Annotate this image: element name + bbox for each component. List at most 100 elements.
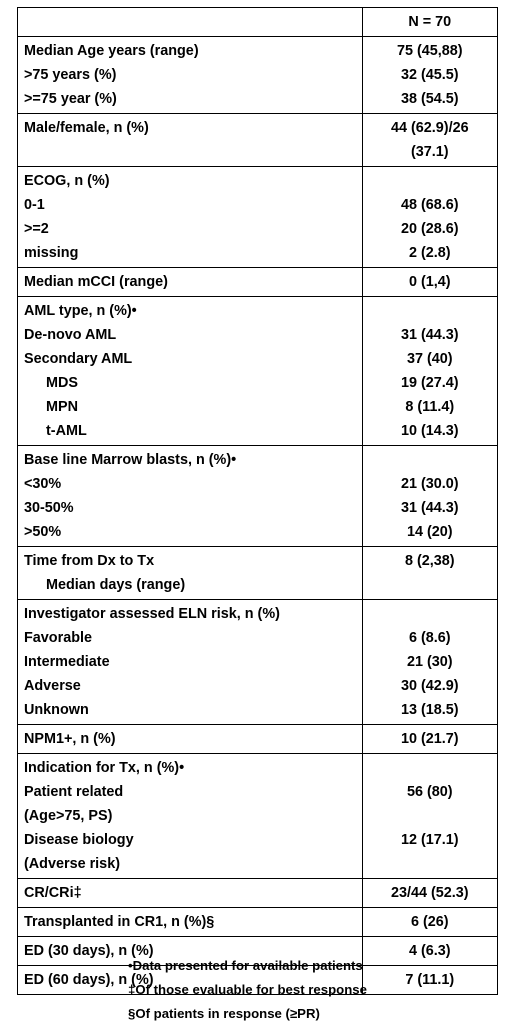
row-label: CR/CRi‡: [24, 885, 82, 901]
row-value: 44 (62.9)/26: [390, 120, 469, 136]
table-row: Investigator assessed ELN risk, n (%) Fav…: [17, 599, 499, 725]
row-value: [369, 299, 491, 323]
row-label: Favorable: [24, 630, 92, 646]
header-value-cell: N = 70: [361, 7, 499, 37]
row-value: [369, 573, 491, 597]
value-cell: 23/44 (52.3): [361, 878, 499, 908]
row-label: Median Age years (range): [24, 43, 199, 59]
row-value: 10 (14.3): [400, 423, 459, 439]
row-value: 37 (40): [406, 351, 453, 367]
row-label: t-AML: [46, 423, 87, 439]
table-row: AML type, n (%)• De-novo AML Secondary AML…: [17, 296, 499, 446]
row-value: [369, 602, 491, 626]
row-label: >=75 year (%): [24, 91, 117, 107]
row-value: 32 (45.5): [400, 67, 459, 83]
row-value: 75 (45,88): [396, 43, 463, 59]
row-value: 21 (30): [406, 654, 453, 670]
row-value: 8 (2,38): [404, 553, 455, 569]
label-cell: Base line Marrow blasts, n (%)• <30% 30-50…: [17, 445, 363, 547]
table-body: N = 70 Median Age years (range) >75 years…: [17, 7, 499, 995]
row-value: (37.1): [411, 144, 449, 160]
value-cell: 0 (1,4): [361, 267, 499, 297]
row-label: Time from Dx to Tx: [24, 553, 155, 569]
row-label: Indication for Tx, n (%)•: [24, 760, 185, 776]
table-row: Transplanted in CR1, n (%)§ 6 (26): [17, 907, 499, 937]
header-label: [24, 10, 356, 34]
label-cell: Median mCCI (range): [17, 267, 363, 297]
table-row: Median mCCI (range) 0 (1,4): [17, 267, 499, 297]
row-label: Median mCCI (range): [24, 274, 168, 290]
row-value: 0 (1,4): [409, 274, 451, 290]
row-value: 12 (17.1): [400, 832, 459, 848]
footnote-available-patients: •Data presented for available patients: [128, 958, 363, 973]
table-row: Median Age years (range) >75 years (%) >=7…: [17, 36, 499, 114]
row-value: [369, 804, 491, 828]
label-cell: Time from Dx to Tx Median days (range): [17, 546, 363, 600]
row-value: 8 (11.4): [405, 399, 455, 415]
value-cell: 21 (30.0) 31 (44.3) 14 (20): [361, 445, 499, 547]
row-label: (Age>75, PS): [24, 808, 113, 824]
label-cell: Investigator assessed ELN risk, n (%) Fav…: [17, 599, 363, 725]
footnote-patients-in-response: §Of patients in response (≥PR): [128, 1006, 320, 1021]
label-cell: NPM1+, n (%): [17, 724, 363, 754]
row-label: ED (30 days), n (%): [24, 943, 154, 959]
value-cell: 8 (2,38): [361, 546, 499, 600]
row-value: 20 (28.6): [400, 221, 459, 237]
value-cell: 44 (62.9)/26 (37.1): [361, 113, 499, 167]
row-value: 21 (30.0): [400, 476, 459, 492]
row-label: Intermediate: [24, 654, 110, 670]
label-cell: ED (30 days), n (%): [17, 936, 363, 966]
row-value: 19 (27.4): [400, 375, 459, 391]
row-value: 31 (44.3): [400, 327, 459, 343]
table-row: ED (60 days), n (%) 7 (11.1): [17, 965, 499, 995]
row-value: 38 (54.5): [400, 91, 459, 107]
footnotes: •Data presented for available patients ‡…: [128, 954, 367, 1026]
row-label: [24, 140, 356, 164]
row-label: Disease biology: [24, 832, 134, 848]
patient-characteristics-table: N = 70 Median Age years (range) >75 years…: [17, 7, 499, 995]
value-cell: 6 (8.6) 21 (30) 30 (42.9) 13 (18.5): [361, 599, 499, 725]
label-cell: Median Age years (range) >75 years (%) >=7…: [17, 36, 363, 114]
row-value: 31 (44.3): [400, 500, 459, 516]
value-cell: 56 (80) 12 (17.1): [361, 753, 499, 879]
row-label: Transplanted in CR1, n (%)§: [24, 914, 215, 930]
table-row: Time from Dx to Tx Median days (range) 8 (…: [17, 546, 499, 600]
row-value: 23/44 (52.3): [390, 885, 469, 901]
table-row: ECOG, n (%) 0-1 >=2 missing 48 (68.6) 20 (28.…: [17, 166, 499, 268]
header-label-cell: [17, 7, 363, 37]
row-label: Base line Marrow blasts, n (%)•: [24, 452, 237, 468]
footnote-evaluable-best-response: ‡Of those evaluable for best response: [128, 982, 367, 997]
row-label: ECOG, n (%): [24, 173, 110, 189]
row-label: (Adverse risk): [24, 856, 120, 872]
row-value: 7 (11.1): [405, 972, 455, 988]
label-cell: Indication for Tx, n (%)• Patient related…: [17, 753, 363, 879]
row-label: 0-1: [24, 197, 45, 213]
row-label: MPN: [46, 399, 78, 415]
value-cell: 48 (68.6) 20 (28.6) 2 (2.8): [361, 166, 499, 268]
table-row: Indication for Tx, n (%)• Patient related…: [17, 753, 499, 879]
value-cell: 10 (21.7): [361, 724, 499, 754]
row-value: 30 (42.9): [400, 678, 459, 694]
row-label: Unknown: [24, 702, 89, 718]
label-cell: CR/CRi‡: [17, 878, 363, 908]
row-value: [369, 448, 491, 472]
header-value: N = 70: [408, 14, 452, 30]
row-value: 13 (18.5): [400, 702, 459, 718]
row-label: NPM1+, n (%): [24, 731, 116, 747]
table-row: CR/CRi‡ 23/44 (52.3): [17, 878, 499, 908]
label-cell: ECOG, n (%) 0-1 >=2 missing: [17, 166, 363, 268]
row-value: 4 (6.3): [409, 943, 451, 959]
row-value: 2 (2.8): [409, 245, 451, 261]
row-label: MDS: [46, 375, 78, 391]
table-row: Male/female, n (%) 44 (62.9)/26 (37.1): [17, 113, 499, 167]
row-value: [369, 756, 491, 780]
row-value: [369, 852, 491, 876]
value-cell: 6 (26): [361, 907, 499, 937]
table-row: Base line Marrow blasts, n (%)• <30% 30-50…: [17, 445, 499, 547]
value-cell: 4 (6.3): [361, 936, 499, 966]
value-cell: 31 (44.3) 37 (40) 19 (27.4) 8 (11.4) 10 (14.…: [361, 296, 499, 446]
row-label: missing: [24, 245, 79, 261]
row-label: >75 years (%): [24, 67, 117, 83]
row-value: 10 (21.7): [400, 731, 459, 747]
row-value: 6 (26): [411, 914, 449, 930]
